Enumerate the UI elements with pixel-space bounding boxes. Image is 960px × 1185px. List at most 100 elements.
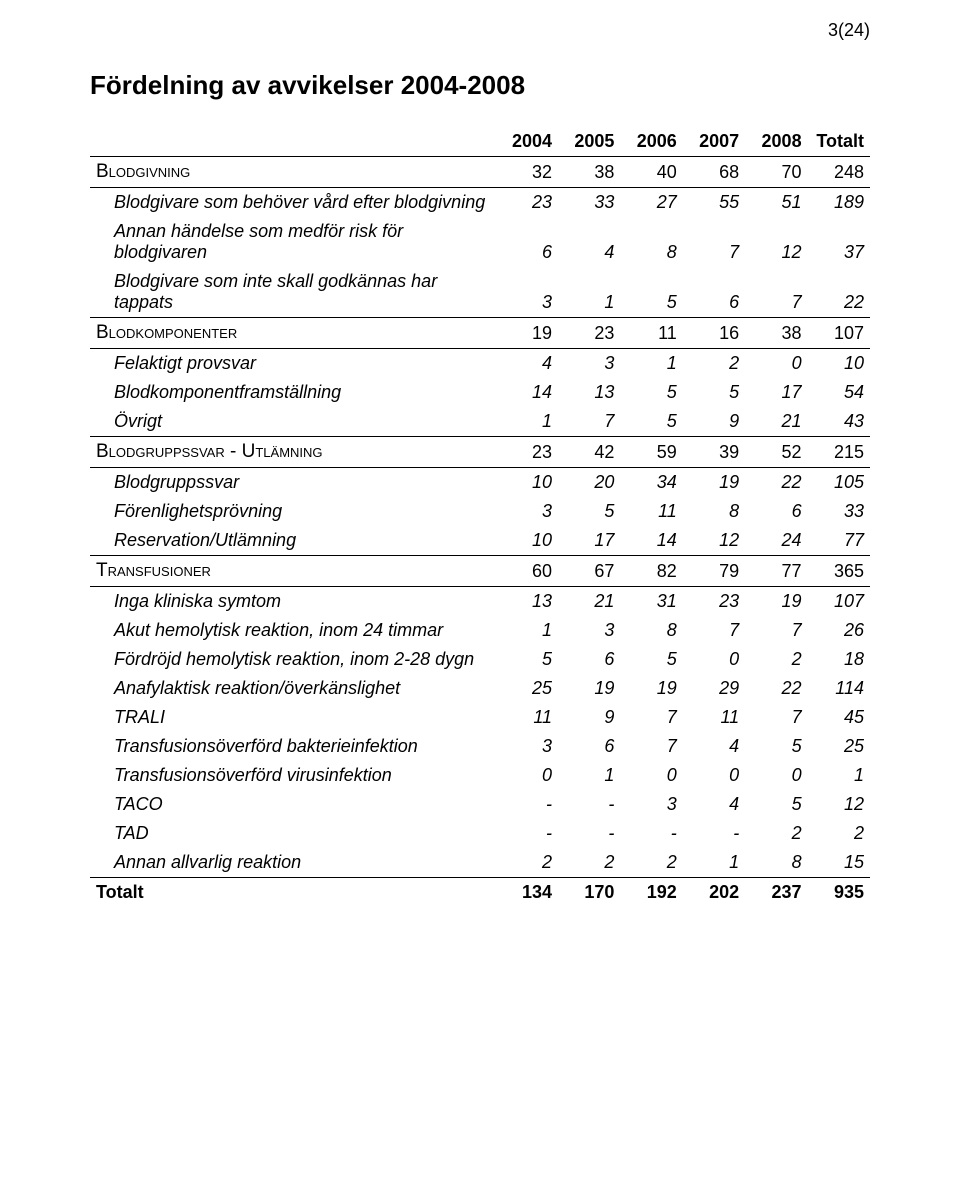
cell: 10 bbox=[496, 468, 558, 498]
row-label: Felaktigt provsvar bbox=[90, 349, 496, 379]
cell: 79 bbox=[683, 556, 745, 587]
table-row: Blodgruppssvar - Utlämning2342593952215 bbox=[90, 437, 870, 468]
cell: 68 bbox=[683, 157, 745, 188]
cell: 0 bbox=[683, 761, 745, 790]
cell: 12 bbox=[683, 526, 745, 556]
cell: 19 bbox=[558, 674, 620, 703]
cell: 18 bbox=[808, 645, 870, 674]
cell: 5 bbox=[620, 267, 682, 318]
row-label: Blodgruppssvar bbox=[90, 468, 496, 498]
cell: 33 bbox=[558, 188, 620, 218]
cell: 1 bbox=[558, 761, 620, 790]
table-row: TACO--34512 bbox=[90, 790, 870, 819]
cell: 6 bbox=[496, 217, 558, 267]
row-label: TAD bbox=[90, 819, 496, 848]
col-header: Totalt bbox=[808, 127, 870, 157]
row-label: Blodgruppssvar - Utlämning bbox=[90, 437, 496, 468]
cell: 10 bbox=[808, 349, 870, 379]
cell: 4 bbox=[683, 732, 745, 761]
cell: 134 bbox=[496, 878, 558, 908]
cell: 16 bbox=[683, 318, 745, 349]
cell: 2 bbox=[683, 349, 745, 379]
row-label: Förenlighetsprövning bbox=[90, 497, 496, 526]
cell: - bbox=[496, 790, 558, 819]
cell: 13 bbox=[558, 378, 620, 407]
page-title: Fördelning av avvikelser 2004-2008 bbox=[90, 70, 870, 101]
row-label: Blodgivning bbox=[90, 157, 496, 188]
cell: 8 bbox=[620, 217, 682, 267]
cell: 25 bbox=[496, 674, 558, 703]
cell: 7 bbox=[683, 217, 745, 267]
cell: 43 bbox=[808, 407, 870, 437]
cell: 12 bbox=[808, 790, 870, 819]
col-header: 2004 bbox=[496, 127, 558, 157]
cell: 114 bbox=[808, 674, 870, 703]
table-row: TRALI119711745 bbox=[90, 703, 870, 732]
cell: 6 bbox=[558, 732, 620, 761]
cell: 2 bbox=[558, 848, 620, 878]
row-label: Annan händelse som medför risk för blodg… bbox=[90, 217, 496, 267]
cell: 170 bbox=[558, 878, 620, 908]
cell: 248 bbox=[808, 157, 870, 188]
table-row: Fördröjd hemolytisk reaktion, inom 2-28 … bbox=[90, 645, 870, 674]
table-row: Transfusioner6067827977365 bbox=[90, 556, 870, 587]
cell: 6 bbox=[683, 267, 745, 318]
cell: 23 bbox=[558, 318, 620, 349]
cell: 5 bbox=[558, 497, 620, 526]
row-label: Anafylaktisk reaktion/överkänslighet bbox=[90, 674, 496, 703]
row-label: Inga kliniska symtom bbox=[90, 587, 496, 617]
table-row: Transfusionsöverförd virusinfektion01000… bbox=[90, 761, 870, 790]
cell: - bbox=[496, 819, 558, 848]
cell: 7 bbox=[745, 267, 807, 318]
cell: 8 bbox=[620, 616, 682, 645]
cell: 1 bbox=[620, 349, 682, 379]
cell: 1 bbox=[496, 407, 558, 437]
cell: 5 bbox=[745, 790, 807, 819]
row-label: Blodkomponenter bbox=[90, 318, 496, 349]
table-row: Transfusionsöverförd bakterieinfektion36… bbox=[90, 732, 870, 761]
col-header: 2006 bbox=[620, 127, 682, 157]
table-row: Totalt134170192202237935 bbox=[90, 878, 870, 908]
cell: 40 bbox=[620, 157, 682, 188]
cell: 3 bbox=[496, 497, 558, 526]
cell: 5 bbox=[620, 378, 682, 407]
cell: 1 bbox=[496, 616, 558, 645]
page-number: 3(24) bbox=[828, 20, 870, 41]
table-row: Inga kliniska symtom1321312319107 bbox=[90, 587, 870, 617]
cell: 2 bbox=[745, 645, 807, 674]
cell: 39 bbox=[683, 437, 745, 468]
table-row: Blodkomponenter1923111638107 bbox=[90, 318, 870, 349]
cell: 9 bbox=[558, 703, 620, 732]
cell: 37 bbox=[808, 217, 870, 267]
cell: 189 bbox=[808, 188, 870, 218]
cell: 7 bbox=[558, 407, 620, 437]
cell: 3 bbox=[620, 790, 682, 819]
table-body: Blodgivning3238406870248Blodgivare som b… bbox=[90, 157, 870, 908]
cell: 5 bbox=[620, 645, 682, 674]
table-row: Blodgivare som behöver vård efter blodgi… bbox=[90, 188, 870, 218]
cell: 19 bbox=[620, 674, 682, 703]
row-label: Reservation/Utlämning bbox=[90, 526, 496, 556]
row-label: Akut hemolytisk reaktion, inom 24 timmar bbox=[90, 616, 496, 645]
table-row: Felaktigt provsvar4312010 bbox=[90, 349, 870, 379]
cell: 105 bbox=[808, 468, 870, 498]
cell: 11 bbox=[620, 318, 682, 349]
cell: 82 bbox=[620, 556, 682, 587]
row-label: Fördröjd hemolytisk reaktion, inom 2-28 … bbox=[90, 645, 496, 674]
table-row: Akut hemolytisk reaktion, inom 24 timmar… bbox=[90, 616, 870, 645]
table-row: Annan händelse som medför risk för blodg… bbox=[90, 217, 870, 267]
cell: 14 bbox=[620, 526, 682, 556]
cell: 17 bbox=[558, 526, 620, 556]
cell: 1 bbox=[683, 848, 745, 878]
table-row: Annan allvarlig reaktion2221815 bbox=[90, 848, 870, 878]
cell: 70 bbox=[745, 157, 807, 188]
cell: 21 bbox=[745, 407, 807, 437]
cell: 17 bbox=[745, 378, 807, 407]
cell: - bbox=[683, 819, 745, 848]
cell: 8 bbox=[683, 497, 745, 526]
cell: 11 bbox=[496, 703, 558, 732]
cell: 11 bbox=[620, 497, 682, 526]
row-label: Blodgivare som inte skall godkännas har … bbox=[90, 267, 496, 318]
row-label: TACO bbox=[90, 790, 496, 819]
cell: 237 bbox=[745, 878, 807, 908]
